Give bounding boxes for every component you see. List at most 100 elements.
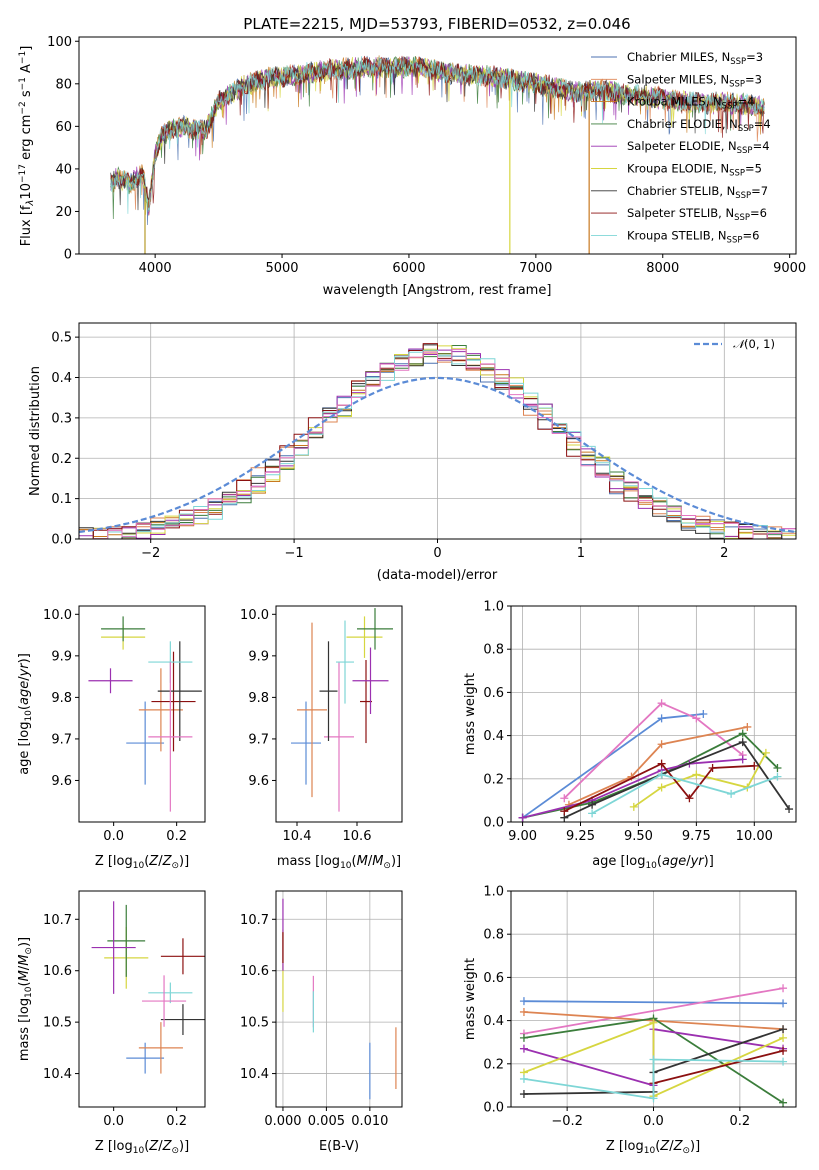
mass-weight-vs-metallicity-series-marker (779, 1057, 788, 1066)
mass-vs-ebv-ytick-label: 10.6 (240, 964, 269, 979)
age-vs-mass-xtick-label: 10.6 (343, 829, 372, 844)
age-vs-mass-ytick-label: 9.9 (248, 649, 269, 664)
mass-weight-vs-metallicity-plot-area (519, 984, 788, 1107)
mass-weight-vs-age-series-marker (773, 772, 782, 781)
mass-weight-vs-metallicity-xtick-label: 0.2 (730, 1114, 751, 1129)
mass-weight-vs-age-series-line (563, 702, 744, 799)
mass-weight-vs-age-series-marker (657, 759, 666, 768)
mass-weight-vs-metallicity-xlabel: Z [log10(Z/Z⊙)] (606, 1139, 700, 1156)
residuals-legend: 𝒩(0, 1) (694, 337, 775, 351)
residuals-ytick-label: 0.4 (51, 371, 72, 386)
mass-weight-vs-metallicity-xtick-label: 0.0 (643, 1114, 664, 1129)
age-vs-metallicity-panel: 0.0 0.2 9.6 9.7 9.8 9.9 10.0 Z [log10(Z/Z⊙)] a… (17, 605, 206, 871)
age-vs-metallicity-ylabel: age [log10(age/yr)] (17, 653, 34, 775)
mass-weight-vs-metallicity-series-line (523, 1000, 784, 1005)
spectrum-ylabel: Flux [fλ10−17 erg cm−2 s−1 A−1] (18, 46, 36, 247)
age-vs-mass-xtick-label: 10.4 (283, 829, 312, 844)
mass-weight-vs-metallicity-ytick-label: 0.4 (483, 1014, 504, 1029)
spectrum-xtick-label: 6000 (392, 261, 425, 276)
spectrum-ytick-label: 60 (55, 120, 72, 135)
mass-weight-vs-metallicity-series-marker (779, 1046, 788, 1055)
mass-weight-vs-age-series-marker (560, 794, 569, 803)
age-vs-metallicity-ytick-label: 9.7 (51, 732, 72, 747)
mass-weight-vs-age-ticks: 9.00 9.25 9.50 9.75 10.00 0.0 0.2 0.4 0.6 0.8 1.0 (483, 600, 773, 845)
mass-weight-vs-metallicity-series-marker (779, 1098, 788, 1107)
residuals-histogram-step (79, 349, 796, 539)
spectrum-xtick-label: 9000 (773, 261, 806, 276)
mass-vs-ebv-panel: 0.000 0.005 0.010 10.4 10.5 10.6 10.7 E(B-V) (240, 890, 403, 1154)
spectrum-legend-label: Salpeter ELODIE, NSSP=4 (627, 139, 770, 156)
normal-curve-legend-label: 𝒩(0, 1) (733, 337, 775, 351)
spectrum-plot-area (110, 55, 765, 254)
age-vs-metallicity-ytick-label: 9.8 (51, 691, 72, 706)
age-vs-metallicity-plot-area (88, 616, 202, 812)
mass-weight-vs-age-series-marker (761, 748, 770, 757)
mass-weight-vs-age-xtick-label: 9.00 (508, 829, 537, 844)
age-vs-mass-plot-area (291, 608, 393, 812)
mass-weight-vs-age-series-line (568, 726, 748, 806)
mass-vs-ebv-xtick-label: 0.005 (308, 1114, 345, 1129)
mass-weight-vs-metallicity-series-marker (519, 1074, 528, 1083)
mass-weight-vs-metallicity-series-line (523, 987, 784, 1035)
mass-weight-vs-metallicity-ytick-label: 0.8 (483, 928, 504, 943)
mass-weight-vs-metallicity-series-marker (779, 999, 788, 1008)
spectrum-ytick-label: 20 (55, 205, 72, 220)
spectrum-ylabel-group: Flux [fλ10−17 erg cm−2 s−1 A−1] (18, 46, 36, 247)
spectrum-panel: PLATE=2215, MJD=53793, FIBERID=0532, z=0… (18, 15, 806, 298)
normal-curve-line (79, 376, 796, 533)
spectrum-xtick-label: 4000 (139, 261, 172, 276)
mass-weight-vs-age-ytick-label: 0.6 (483, 686, 504, 701)
mass-weight-vs-metallicity-series-marker (519, 1090, 528, 1099)
mass-weight-vs-metallicity-ytick-label: 1.0 (483, 885, 504, 900)
mass-weight-vs-metallicity-series-line (523, 1058, 784, 1100)
age-vs-metallicity-xlabel: Z [log10(Z/Z⊙)] (95, 854, 189, 871)
mass-weight-vs-metallicity-series-marker (519, 1044, 528, 1053)
residuals-ytick-label: 0.1 (51, 492, 72, 507)
residuals-ytick-label: 0.2 (51, 452, 72, 467)
spectrum-legend-label: Chabrier ELODIE, NSSP=4 (627, 117, 771, 134)
mass-weight-vs-metallicity-series-marker (779, 1025, 788, 1034)
mass-weight-vs-metallicity-ytick-label: 0.6 (483, 971, 504, 986)
spectrum-ytick-label: 100 (47, 35, 72, 50)
mass-weight-vs-age-series-marker (743, 722, 752, 731)
mass-weight-vs-metallicity-series-marker (649, 1018, 658, 1027)
mass-vs-ebv-ytick-label: 10.7 (240, 913, 269, 928)
mass-weight-vs-metallicity-xtick-label: −0.2 (551, 1114, 583, 1129)
mass-weight-vs-age-ytick-label: 0.8 (483, 643, 504, 658)
mass-weight-vs-age-series-line (591, 773, 778, 815)
mass-weight-vs-age-series-marker (692, 714, 701, 723)
mass-vs-ebv-xtick-label: 0.000 (264, 1114, 301, 1129)
residuals-xtick-label: 0 (433, 546, 441, 561)
mass-weight-vs-metallicity-series-marker (779, 984, 788, 993)
residuals-xtick-label: 1 (577, 546, 585, 561)
mass-weight-vs-age-series-marker (657, 714, 666, 723)
mass-weight-vs-age-ytick-label: 0.4 (483, 729, 504, 744)
spectrum-legend-label: Kroupa ELODIE, NSSP=5 (627, 162, 762, 179)
spectrum-legend-label: Kroupa STELIB, NSSP=6 (627, 228, 759, 245)
mass-weight-vs-metallicity-ticks: −0.2 0.0 0.2 0.0 0.2 0.4 0.6 0.8 1.0 (483, 885, 750, 1130)
age-vs-mass-panel: 10.4 10.6 9.6 9.7 9.8 9.9 10.0 mass [log10(M/M… (240, 605, 403, 871)
age-vs-mass-ticks: 10.4 10.6 9.6 9.7 9.8 9.9 10.0 (240, 608, 371, 844)
mass-weight-vs-metallicity-panel: −0.2 0.0 0.2 0.0 0.2 0.4 0.6 0.8 1.0 Z [log10(Z/… (463, 885, 797, 1156)
age-vs-metallicity-ticks: 0.0 0.2 9.6 9.7 9.8 9.9 10.0 (43, 608, 187, 844)
residuals-ytick-label: 0.5 (51, 331, 72, 346)
mass-weight-vs-age-grid (511, 605, 796, 823)
mass-weight-vs-age-xlabel: age [log10(age/yr)] (592, 854, 714, 871)
residuals-ylabel: Normed distribution (28, 366, 43, 496)
spectrum-ytick-label: 0 (64, 248, 72, 263)
mass-weight-vs-metallicity-ylabel: mass weight (463, 958, 478, 1040)
mass-vs-ebv-ytick-label: 10.5 (240, 1016, 269, 1031)
spectrum-title: PLATE=2215, MJD=53793, FIBERID=0532, z=0… (243, 15, 630, 33)
spectrum-legend-label: Chabrier MILES, NSSP=3 (627, 50, 763, 67)
mass-weight-vs-age-ylabel: mass weight (463, 673, 478, 755)
mass-weight-vs-age-series-marker (738, 729, 747, 738)
mass-weight-vs-metallicity-series-marker (519, 997, 528, 1006)
mass-vs-ebv-grid (276, 891, 402, 1107)
mass-weight-vs-age-series-marker (657, 740, 666, 749)
mass-weight-vs-age-series-marker (588, 809, 597, 818)
mass-vs-metallicity-plot-area (91, 901, 205, 1074)
spectrum-xtick-label: 5000 (265, 261, 298, 276)
mass-weight-vs-metallicity-series-marker (779, 1033, 788, 1042)
mass-vs-ebv-xtick-label: 0.010 (351, 1114, 388, 1129)
